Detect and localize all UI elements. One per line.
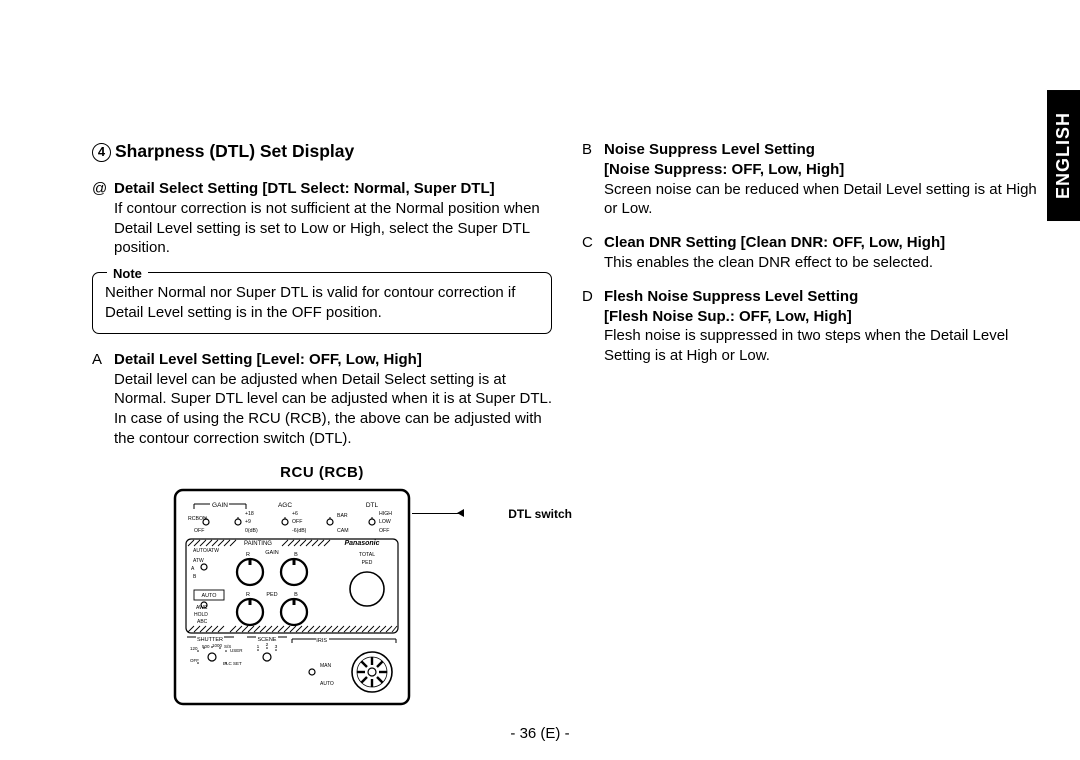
svg-text:AUTO: AUTO (202, 593, 217, 599)
left-column: 4Sharpness (DTL) Set Display @ Detail Se… (92, 140, 552, 712)
svg-text:500: 500 (202, 644, 210, 649)
section-heading: 4Sharpness (DTL) Set Display (92, 140, 552, 163)
leader-arrow-icon (457, 509, 464, 517)
section-number-circle: 4 (92, 143, 111, 162)
svg-text:AUTO: AUTO (320, 681, 334, 687)
svg-text:+9: +9 (245, 519, 251, 525)
svg-text:HIGH: HIGH (379, 511, 392, 517)
svg-text:CAM: CAM (337, 528, 349, 534)
svg-text:R: R (246, 552, 250, 558)
svg-text:OFF: OFF (194, 528, 204, 534)
dtl-switch-label: DTL switch (508, 507, 572, 523)
svg-text:B: B (294, 592, 298, 598)
svg-text:AWC: AWC (196, 605, 208, 611)
svg-text:GAIN: GAIN (212, 502, 228, 509)
svg-text:RCBON: RCBON (188, 516, 207, 522)
body-a: Detail level can be adjusted when Detail… (114, 370, 552, 449)
svg-text:3: 3 (275, 644, 278, 650)
head-at: Detail Select Setting [DTL Select: Norma… (114, 179, 495, 199)
item-at: @ Detail Select Setting [DTL Select: Nor… (92, 179, 552, 258)
svg-text:-6(dB): -6(dB) (292, 528, 307, 534)
marker-b: B (582, 140, 604, 180)
item-b: B Noise Suppress Level Setting [Noise Su… (582, 140, 1042, 219)
language-tab: ENGLISH (1047, 90, 1080, 221)
marker-a: A (92, 350, 114, 370)
svg-text:USER: USER (230, 648, 243, 653)
svg-text:GAIN: GAIN (265, 550, 278, 556)
leader-line (412, 513, 460, 514)
head-c: Clean DNR Setting [Clean DNR: OFF, Low, … (604, 233, 945, 253)
head-a: Detail Level Setting [Level: OFF, Low, H… (114, 350, 422, 370)
page-content: 4Sharpness (DTL) Set Display @ Detail Se… (0, 0, 1080, 732)
svg-text:AUTO/ATW: AUTO/ATW (193, 548, 219, 554)
svg-text:OFF: OFF (379, 528, 389, 534)
head-d: Flesh Noise Suppress Level Setting [Fles… (604, 287, 858, 327)
marker-c: C (582, 233, 604, 253)
note-body: Neither Normal nor Super DTL is valid fo… (105, 284, 515, 321)
note-box: Note Neither Normal nor Super DTL is val… (92, 272, 552, 334)
rcu-title: RCU (RCB) (92, 463, 552, 483)
svg-text:HOLD: HOLD (194, 612, 208, 618)
svg-text:1: 1 (257, 644, 260, 650)
item-a: A Detail Level Setting [Level: OFF, Low,… (92, 350, 552, 449)
page-number: - 36 (E) - (0, 725, 1080, 742)
svg-text:+18: +18 (245, 511, 254, 517)
marker-d: D (582, 287, 604, 327)
note-label: Note (107, 265, 148, 282)
rcu-panel-svg: GAIN RCBON OFF +18 +9 0(dB) AGC +6 OFF (172, 487, 412, 707)
svg-text:ABC: ABC (197, 619, 208, 625)
right-column: B Noise Suppress Level Setting [Noise Su… (582, 140, 1042, 712)
head-b: Noise Suppress Level Setting [Noise Supp… (604, 140, 844, 180)
svg-text:PED: PED (266, 592, 277, 598)
svg-text:0(dB): 0(dB) (245, 528, 258, 534)
svg-text:MAN: MAN (320, 663, 332, 669)
svg-text:R: R (246, 592, 250, 598)
section-title-text: Sharpness (DTL) Set Display (115, 141, 354, 161)
svg-text:AGC: AGC (278, 502, 292, 509)
svg-text:Panasonic: Panasonic (344, 540, 379, 547)
svg-text:ATW: ATW (193, 558, 204, 564)
svg-text:B: B (294, 552, 298, 558)
svg-text:OFF: OFF (292, 519, 302, 525)
svg-text:2: 2 (266, 642, 269, 648)
svg-text:LOW: LOW (379, 519, 391, 525)
body-c: This enables the clean DNR effect to be … (604, 253, 1042, 273)
body-b: Screen noise can be reduced when Detail … (604, 180, 1042, 220)
marker-at: @ (92, 179, 114, 199)
svg-text:PED: PED (362, 560, 373, 566)
svg-text:+6: +6 (292, 511, 298, 517)
body-d: Flesh noise is suppressed in two steps w… (604, 326, 1042, 366)
svg-text:IRIS: IRIS (316, 638, 327, 644)
rcu-diagram: DTL switch GAIN RCBON OFF (172, 487, 512, 713)
item-d: D Flesh Noise Suppress Level Setting [Fl… (582, 287, 1042, 366)
svg-text:TOTAL: TOTAL (359, 552, 375, 558)
body-at: If contour correction is not sufficient … (114, 199, 552, 258)
item-c: C Clean DNR Setting [Clean DNR: OFF, Low… (582, 233, 1042, 273)
svg-text:PAINTING: PAINTING (244, 541, 272, 547)
svg-text:BAR: BAR (337, 513, 348, 519)
svg-text:DTL: DTL (366, 502, 379, 509)
svg-text:1000: 1000 (212, 643, 223, 648)
svg-text:120: 120 (190, 646, 198, 651)
